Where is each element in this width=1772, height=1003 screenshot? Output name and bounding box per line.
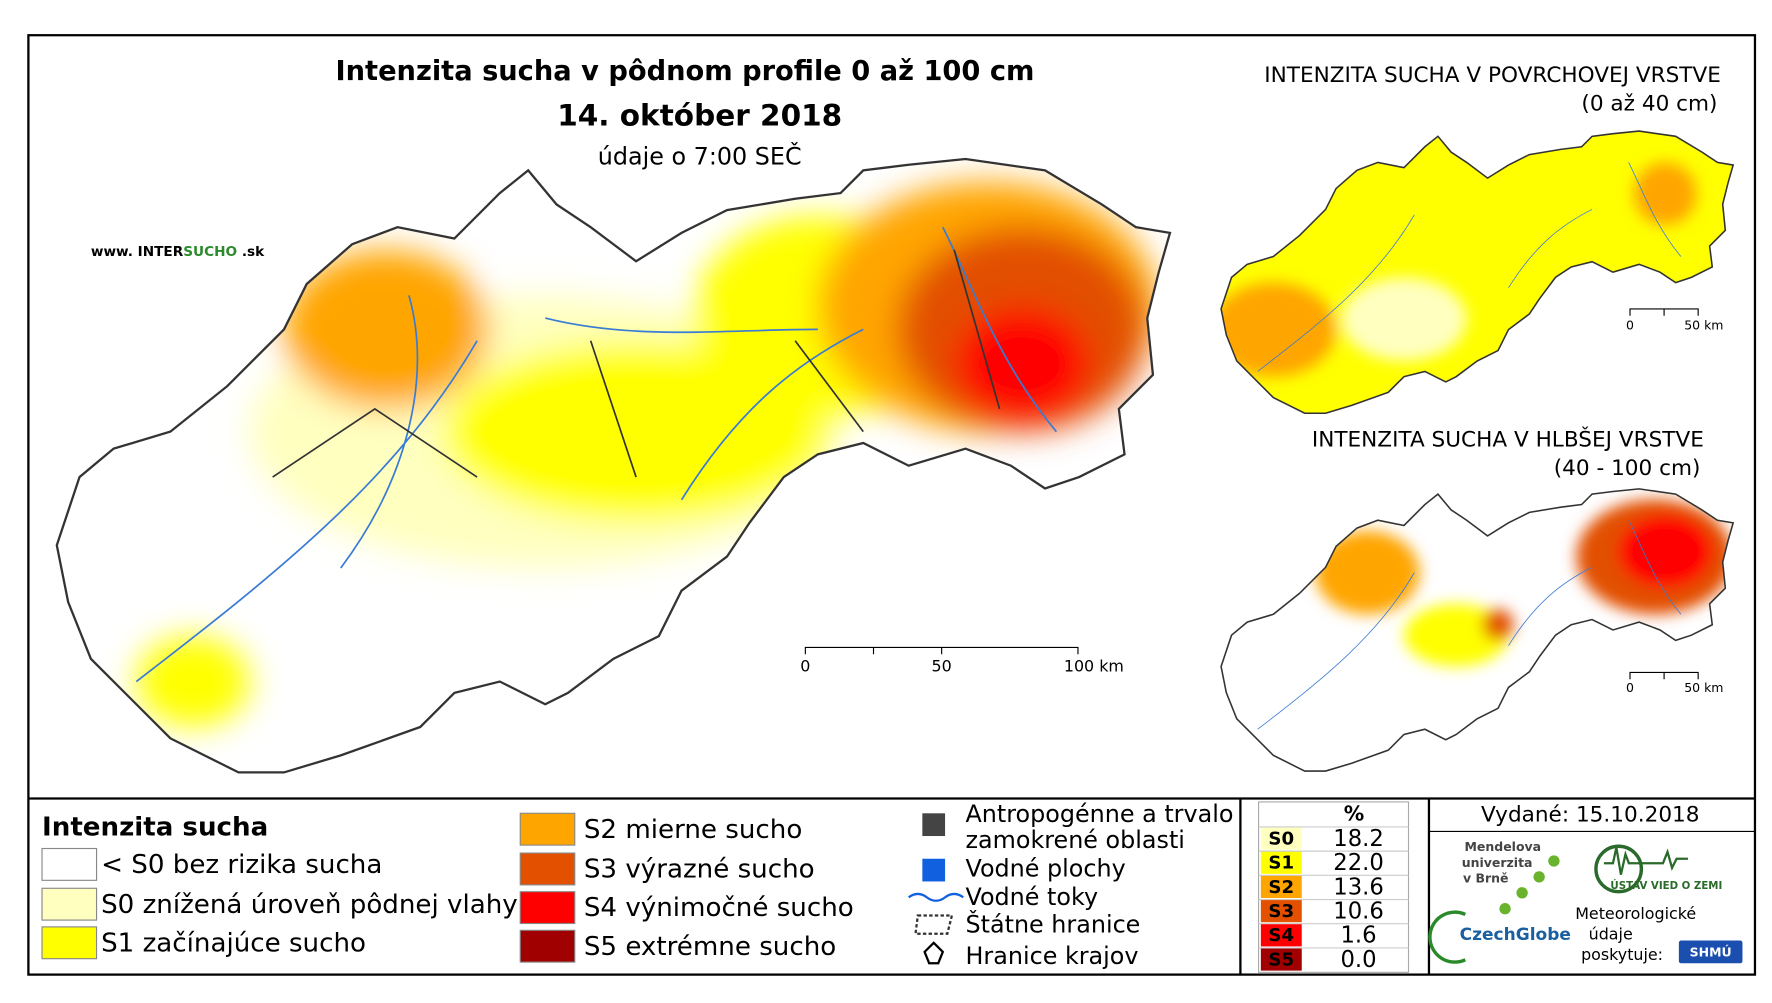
class-cell	[1260, 826, 1302, 850]
stats-table: % S0 18.2 S1 22.0 S2 13.6 S3 10.6 S4 1.6 S5 0.0	[1239, 798, 1431, 975]
value-cell: 22.0	[1333, 850, 1384, 876]
provider-text: poskytuje:	[1581, 945, 1663, 964]
symbol-legend: Antropogénne a trvalo zamokrené oblasti …	[908, 800, 1234, 970]
class-label: S2	[1268, 877, 1294, 898]
scale-label: 50	[932, 656, 952, 675]
scale-label: 0	[1626, 680, 1634, 695]
symbol-label: Vodné toky	[966, 883, 1099, 911]
provider-text: údaje	[1589, 924, 1633, 943]
symbol	[908, 892, 964, 902]
legend-swatch	[519, 852, 576, 886]
provider-text: Meteorologické	[1575, 904, 1696, 923]
class-cell	[1260, 899, 1302, 923]
legend-swatch	[41, 847, 98, 881]
value-cell: 13.6	[1333, 874, 1384, 900]
class-label: S0	[1268, 828, 1294, 849]
legend-title: Intenzita sucha	[42, 813, 268, 843]
class-label: S4	[1268, 925, 1294, 946]
logos: Mendelova univerzita v Brně CzechGlobe Ú…	[1428, 839, 1743, 964]
symbol-label: zamokrené oblasti	[966, 826, 1185, 854]
website: www. INTERSUCHO .sk	[91, 244, 265, 260]
legend-label: S2 mierne sucho	[584, 815, 802, 845]
legend-swatch	[519, 812, 576, 846]
class-label: S5	[1268, 949, 1294, 970]
map-date: 14. október 2018	[557, 98, 842, 132]
legend-label: S5 extrémne sucho	[584, 932, 836, 962]
symbol-label: Vodné plochy	[966, 855, 1126, 883]
scale-label: 50 km	[1684, 680, 1723, 695]
scale-label: 50 km	[1684, 318, 1723, 333]
class-cell	[1260, 875, 1302, 899]
class-cell	[1260, 923, 1302, 947]
class-cell	[1260, 851, 1302, 874]
scale-label: 100 km	[1064, 656, 1124, 675]
value-cell: 10.6	[1333, 899, 1384, 925]
logo-text: CzechGlobe	[1460, 925, 1571, 945]
legend-swatch	[519, 929, 576, 963]
symbol-label: Štátne hranice	[966, 910, 1141, 938]
legend-label: S1 začínajúce sucho	[101, 928, 366, 958]
inset-title: INTENZITA SUCHA V HLBŠEJ VRSTVE	[1312, 427, 1704, 453]
logo-text: Mendelova	[1464, 839, 1541, 854]
symbol	[922, 858, 946, 882]
legend-label: S0 znížená úroveň pôdnej vlahy	[101, 890, 518, 920]
class-label: S1	[1268, 853, 1294, 874]
logo-text: v Brně	[1463, 871, 1509, 886]
legend-label: S4 výnimočné sucho	[584, 893, 854, 923]
main-map	[55, 157, 1172, 774]
symbol	[914, 914, 954, 935]
legend-swatch	[41, 926, 98, 960]
symbol-label: Antropogénne a trvalo	[966, 800, 1234, 828]
value-cell: 0.0	[1340, 947, 1376, 973]
logo-text: ÚSTAV VIED O ZEMI	[1610, 879, 1722, 892]
legend-label: S3 výrazné sucho	[584, 855, 815, 885]
stats-header: %	[1344, 801, 1364, 825]
logo-text: SHMÚ	[1690, 945, 1732, 960]
class-cell	[1260, 947, 1302, 971]
inset-title: INTENZITA SUCHA V POVRCHOVEJ VRSTVE	[1264, 63, 1721, 88]
legend-swatch	[519, 891, 576, 925]
surface-map	[1220, 130, 1734, 415]
scale-bar: 0 50 100 km	[800, 646, 1124, 675]
deep-map	[1220, 488, 1734, 772]
logo-text: univerzita	[1462, 855, 1533, 870]
inset-subtitle: (40 - 100 cm)	[1554, 456, 1701, 481]
map-title: Intenzita sucha v pôdnom profile 0 až 10…	[336, 56, 1035, 87]
inset-subtitle: (0 až 40 cm)	[1581, 92, 1717, 117]
legend-swatch	[41, 887, 98, 921]
symbol-label: Hranice krajov	[966, 942, 1139, 970]
symbol	[922, 813, 946, 837]
scale-label: 0	[1626, 318, 1634, 333]
scale-label: 0	[800, 656, 810, 675]
value-cell: 1.6	[1340, 923, 1376, 949]
symbol	[923, 941, 945, 965]
legend: < S0 bez rizika sucha S0 znížená úroveň p…	[41, 812, 854, 963]
map-time: údaje o 7:00 SEČ	[598, 142, 802, 170]
legend-label: < S0 bez rizika sucha	[101, 850, 382, 880]
issued: Vydané: 15.10.2018	[1481, 803, 1699, 828]
class-label: S3	[1268, 901, 1294, 922]
value-cell: 18.2	[1333, 826, 1384, 852]
